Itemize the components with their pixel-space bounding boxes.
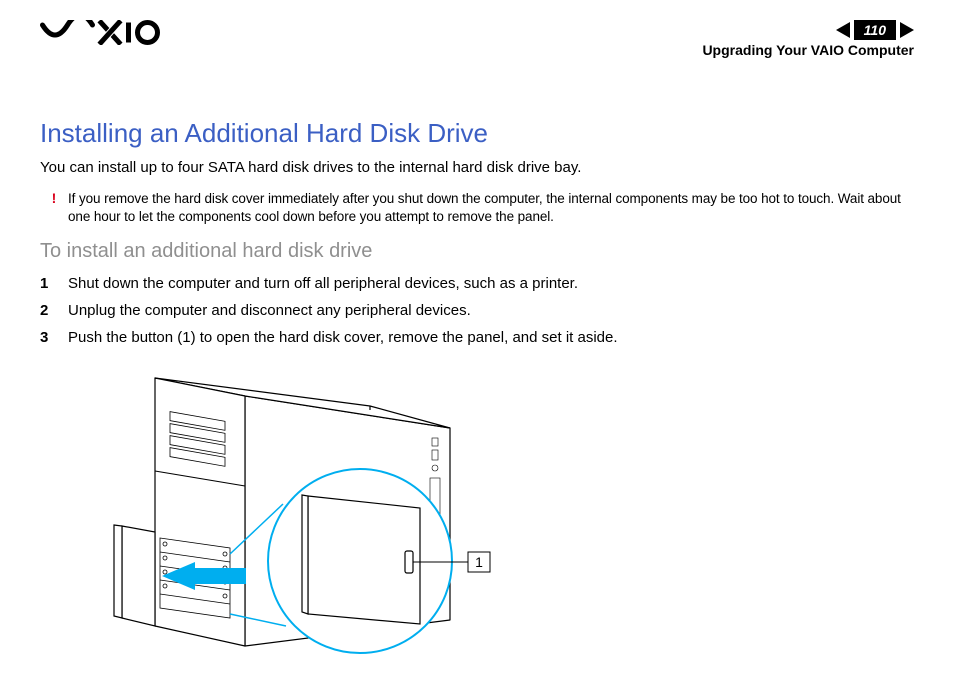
- instruction-figure: 1: [70, 366, 914, 661]
- nav-next-icon[interactable]: [900, 22, 914, 38]
- step-number: 2: [40, 302, 68, 319]
- section-title: Upgrading Your VAIO Computer: [702, 42, 914, 58]
- step-item: 2Unplug the computer and disconnect any …: [40, 302, 914, 319]
- step-item: 1Shut down the computer and turn off all…: [40, 275, 914, 292]
- steps-list: 1Shut down the computer and turn off all…: [40, 275, 914, 346]
- subheading: To install an additional hard disk drive: [40, 240, 914, 263]
- step-item: 3Push the button (1) to open the hard di…: [40, 329, 914, 346]
- nav-prev-icon[interactable]: [836, 22, 850, 38]
- content-area: Installing an Additional Hard Disk Drive…: [40, 118, 914, 661]
- step-number: 3: [40, 329, 68, 346]
- warning-block: ! If you remove the hard disk cover imme…: [40, 190, 914, 226]
- intro-text: You can install up to four SATA hard dis…: [40, 159, 914, 176]
- step-text: Shut down the computer and turn off all …: [68, 275, 914, 292]
- step-text: Push the button (1) to open the hard dis…: [68, 329, 914, 346]
- page-title: Installing an Additional Hard Disk Drive: [40, 118, 914, 149]
- svg-text:1: 1: [475, 554, 483, 570]
- vaio-logo: [40, 20, 160, 50]
- page-number: 110: [854, 20, 896, 40]
- warning-icon: !: [40, 190, 68, 206]
- page-header: 110 Upgrading Your VAIO Computer: [40, 20, 914, 58]
- step-text: Unplug the computer and disconnect any p…: [68, 302, 914, 319]
- warning-text: If you remove the hard disk cover immedi…: [68, 190, 914, 226]
- page-nav: 110: [702, 20, 914, 40]
- header-right: 110 Upgrading Your VAIO Computer: [702, 20, 914, 58]
- step-number: 1: [40, 275, 68, 292]
